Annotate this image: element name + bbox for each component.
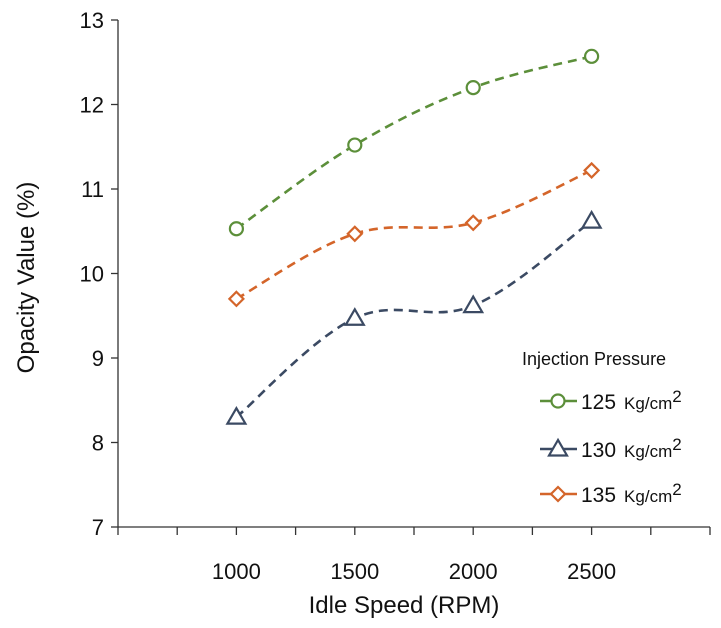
legend-label: 135 Kg/cm2 [581,480,682,507]
legend-label-superscript: 2 [672,435,681,454]
legend-item: 125 Kg/cm2 [540,387,682,414]
data-point [343,307,366,326]
data-point [462,294,485,314]
legend-title: Injection Pressure [522,349,666,369]
data-point [346,225,364,243]
y-tick-label: 13 [80,8,104,33]
legend-label-value: 135 [581,484,616,507]
data-point [227,290,245,308]
x-tick-label: 1500 [330,559,379,584]
series-line [235,55,592,230]
legend-label-unit: Kg/cm [624,394,672,413]
legend-label-unit: Kg/cm [624,442,672,461]
y-tick-label: 10 [80,262,104,287]
x-axis-title: Idle Speed (RPM) [309,592,500,619]
series-line [235,220,593,419]
legend-label-unit: Kg/cm [624,487,672,506]
legend-label: 130 Kg/cm2 [581,435,682,462]
axes: 7 8 9 10 11 12 13 1000 1500 2000 2500 [80,8,711,584]
x-tick-label: 2000 [449,559,498,584]
legend-marker [549,485,567,503]
legend-label: 125 Kg/cm2 [581,387,682,414]
legend-label-value: 130 [581,439,616,462]
legend-label-superscript: 2 [672,387,681,406]
data-point [347,137,363,153]
y-tick-label: 8 [92,431,104,456]
series-triangle [225,209,603,425]
y-tick-label: 11 [81,177,104,202]
data-point [228,221,244,237]
y-tick-label: 9 [92,346,104,371]
data-point [583,161,601,179]
series-line [235,169,593,300]
x-tick-label: 1000 [212,559,261,584]
x-tick-label: 2500 [567,559,616,584]
legend-item: 135 Kg/cm2 [540,480,682,507]
series-group [225,48,603,425]
legend-marker [550,393,566,409]
y-axis-title: Opacity Value (%) [13,182,40,374]
series-circle [228,48,600,237]
data-point [583,48,600,64]
legend-item: 130 Kg/cm2 [540,435,682,462]
legend-marker [547,437,569,457]
data-point [464,214,482,232]
legend-label-superscript: 2 [672,480,681,499]
legend-label-value: 125 [581,391,616,414]
y-tick-label: 7 [92,515,104,540]
data-point [580,209,603,229]
y-tick-label: 12 [80,93,104,118]
series-diamond [227,161,601,308]
data-point [225,405,248,425]
data-point [465,79,481,96]
